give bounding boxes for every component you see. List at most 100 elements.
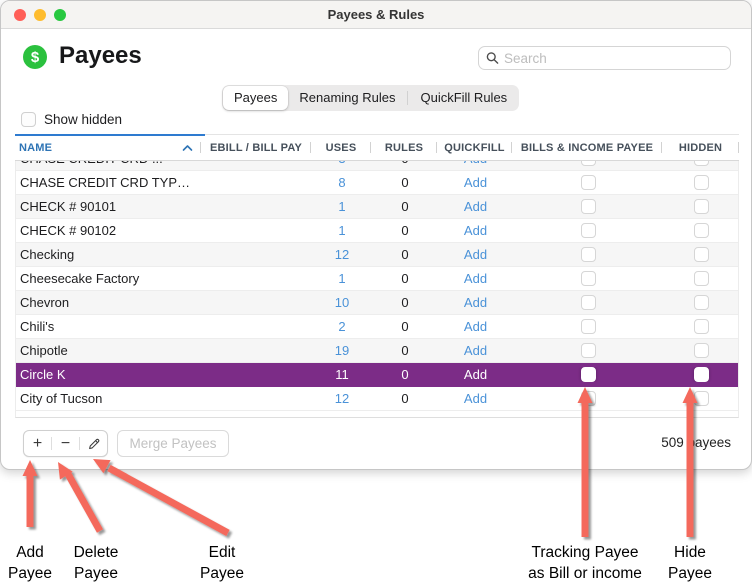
bottom-toolbar: + − Merge Payees 509 payees xyxy=(21,430,731,457)
annotation-hide-payee: Hide Payee xyxy=(668,544,712,582)
table-row[interactable]: Chipotle 19 0 Add xyxy=(16,339,738,363)
sort-ascending-icon xyxy=(182,144,193,152)
payee-count: 509 payees xyxy=(661,435,731,450)
hidden-checkbox[interactable] xyxy=(694,199,709,214)
tab-divider xyxy=(407,91,409,105)
table-row[interactable]: Chevron 10 0 Add xyxy=(16,291,738,315)
tab-payees[interactable]: Payees xyxy=(223,86,289,110)
search-icon xyxy=(486,52,499,64)
page-title: Payees xyxy=(59,42,142,69)
annotation-delete-payee: Delete Payee xyxy=(73,544,119,582)
bills-income-checkbox[interactable] xyxy=(580,223,596,238)
sort-indicator-line xyxy=(15,134,205,136)
merge-payees-button[interactable]: Merge Payees xyxy=(117,430,229,457)
column-header-hidden[interactable]: HIDDEN xyxy=(662,135,739,160)
bills-income-checkbox[interactable] xyxy=(580,391,596,406)
quickfill-add-link[interactable]: Add xyxy=(463,199,488,214)
hidden-checkbox[interactable] xyxy=(694,319,709,334)
show-hidden-checkbox[interactable] xyxy=(21,112,36,127)
uses-link[interactable]: 19 xyxy=(334,343,350,358)
hidden-checkbox[interactable] xyxy=(694,295,709,310)
annotation-add-payee: Add Payee xyxy=(8,544,52,582)
titlebar: Payees & Rules xyxy=(1,1,751,29)
bills-income-checkbox[interactable] xyxy=(580,271,596,286)
table-body: CHASE CREDIT CRD ... 3 0 Add CHASE CREDI… xyxy=(15,161,739,418)
quickfill-add-link[interactable]: Add xyxy=(463,271,488,286)
table-row[interactable]: CHECK # 90102 1 0 Add xyxy=(16,219,738,243)
quickfill-add-link[interactable]: Add xyxy=(463,223,488,238)
bills-income-checkbox[interactable] xyxy=(580,343,596,358)
add-payee-button[interactable]: + xyxy=(24,431,51,456)
column-header-quickfill[interactable]: QUICKFILL xyxy=(437,135,512,160)
hidden-checkbox[interactable] xyxy=(694,161,709,166)
add-payee-arrow xyxy=(22,460,38,527)
table-header: NAME EBILL / BILL PAY USES RULES QUICKFI… xyxy=(15,134,739,161)
uses-link[interactable]: 3 xyxy=(312,161,372,166)
hidden-checkbox[interactable] xyxy=(694,367,709,382)
column-header-name[interactable]: NAME xyxy=(15,135,201,160)
quickfill-add-link[interactable]: Add xyxy=(463,319,488,334)
traffic-lights xyxy=(14,9,66,21)
minimize-window-button[interactable] xyxy=(34,9,46,21)
uses-link[interactable]: 1 xyxy=(338,199,346,214)
dollar-icon: $ xyxy=(23,45,47,69)
hidden-checkbox[interactable] xyxy=(694,247,709,262)
edit-payee-button[interactable] xyxy=(80,431,107,456)
quickfill-add-link[interactable]: Add xyxy=(463,295,488,310)
uses-link[interactable]: 1 xyxy=(338,223,346,238)
uses-link[interactable]: 8 xyxy=(338,175,346,190)
quickfill-add-link[interactable]: Add xyxy=(463,175,488,190)
uses-link[interactable]: 12 xyxy=(334,247,350,262)
column-header-rules[interactable]: RULES xyxy=(371,135,437,160)
show-hidden-label: Show hidden xyxy=(44,112,123,127)
tab-quickfill-rules[interactable]: QuickFill Rules xyxy=(420,90,508,105)
bills-income-checkbox[interactable] xyxy=(580,247,596,262)
annotation-tracking-payee: Tracking Payee as Bill or income xyxy=(528,544,642,582)
view-tabs: Payees Renaming Rules QuickFill Rules xyxy=(222,85,520,111)
table-row[interactable]: Chili's 2 0 Add xyxy=(16,315,738,339)
column-header-bills-income[interactable]: BILLS & INCOME PAYEE xyxy=(512,135,662,160)
table-row[interactable]: CHASE CREDIT CRD TYPE:... 8 0 Add xyxy=(16,171,738,195)
bills-income-checkbox[interactable] xyxy=(580,367,596,382)
table-row[interactable]: Cheesecake Factory 1 0 Add xyxy=(16,267,738,291)
quickfill-add-link[interactable]: Add xyxy=(463,391,488,406)
table-row[interactable]: CHASE CREDIT CRD ... 3 0 Add xyxy=(16,161,738,171)
uses-link[interactable]: 2 xyxy=(338,319,346,334)
hidden-checkbox[interactable] xyxy=(694,175,709,190)
payees-window: Payees & Rules $ Payees Payees Renaming … xyxy=(0,0,752,470)
uses-link[interactable]: 1 xyxy=(338,271,346,286)
quickfill-add-link[interactable]: Add xyxy=(463,343,488,358)
show-hidden-toggle[interactable]: Show hidden xyxy=(21,112,122,127)
bills-income-checkbox[interactable] xyxy=(580,295,596,310)
zoom-window-button[interactable] xyxy=(54,9,66,21)
hidden-checkbox[interactable] xyxy=(694,391,709,406)
search-input[interactable] xyxy=(503,50,723,66)
window-title: Payees & Rules xyxy=(327,7,425,22)
quickfill-add-link[interactable]: Add xyxy=(463,367,488,382)
uses-link[interactable]: 11 xyxy=(335,367,349,382)
quickfill-add-link[interactable]: Add xyxy=(463,247,488,262)
uses-link[interactable]: 12 xyxy=(334,391,350,406)
hidden-checkbox[interactable] xyxy=(694,223,709,238)
table-row[interactable]: Checking 12 0 Add xyxy=(16,243,738,267)
table-row[interactable]: CHECK # 90101 1 0 Add xyxy=(16,195,738,219)
bills-income-checkbox[interactable] xyxy=(580,319,596,334)
bills-income-checkbox[interactable] xyxy=(580,161,596,166)
close-window-button[interactable] xyxy=(14,9,26,21)
table-row-selected[interactable]: Circle K 11 0 Add xyxy=(16,363,738,387)
tab-renaming-rules[interactable]: Renaming Rules xyxy=(299,90,396,105)
bills-income-checkbox[interactable] xyxy=(580,175,596,190)
delete-payee-arrow xyxy=(58,462,104,533)
search-field[interactable] xyxy=(478,46,731,70)
hidden-checkbox[interactable] xyxy=(694,343,709,358)
uses-link[interactable]: 10 xyxy=(334,295,350,310)
column-header-uses[interactable]: USES xyxy=(311,135,371,160)
delete-payee-button[interactable]: − xyxy=(52,431,79,456)
quickfill-add-link[interactable]: Add xyxy=(438,161,513,166)
edit-payee-arrow xyxy=(93,459,230,537)
bills-income-checkbox[interactable] xyxy=(580,199,596,214)
table-row[interactable]: City of Tucson 12 0 Add xyxy=(16,387,738,411)
annotation-edit-payee: Edit Payee xyxy=(200,544,244,582)
column-header-ebill[interactable]: EBILL / BILL PAY xyxy=(201,135,311,160)
hidden-checkbox[interactable] xyxy=(694,271,709,286)
